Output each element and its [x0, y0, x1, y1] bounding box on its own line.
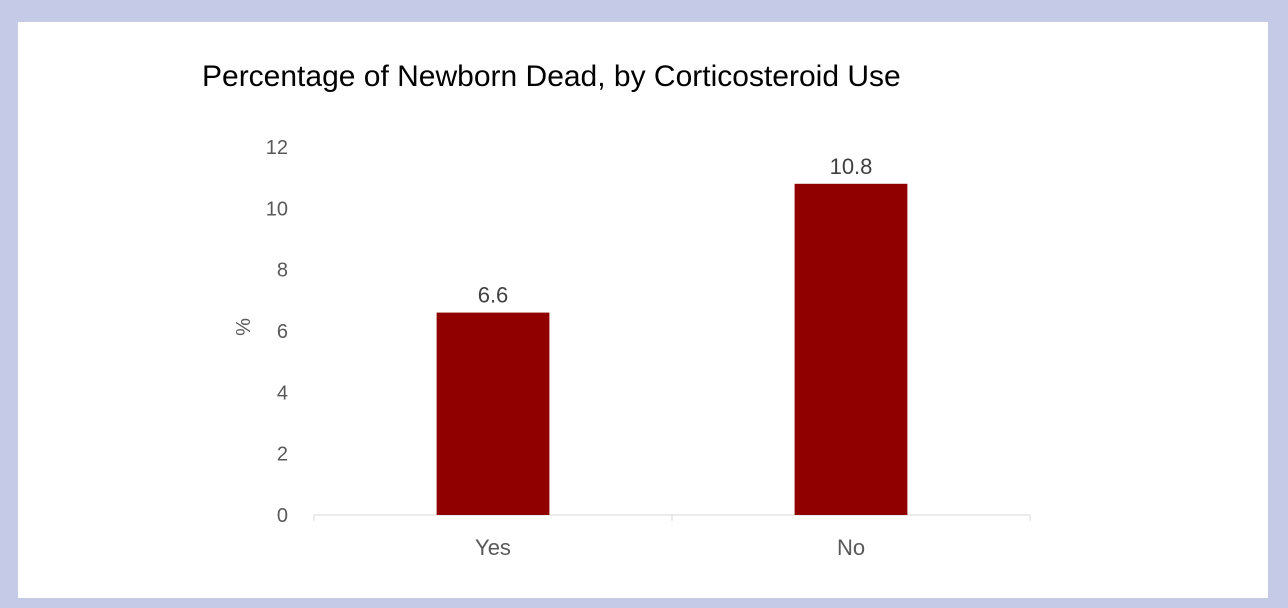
x-tick-label-yes: Yes — [475, 535, 511, 560]
data-label-yes: 6.6 — [478, 283, 509, 308]
chart-frame: Percentage of Newborn Dead, by Corticost… — [18, 22, 1268, 598]
y-tick-label: 6 — [277, 321, 288, 343]
chart-title: Percentage of Newborn Dead, by Corticost… — [202, 60, 901, 93]
y-tick-label: 10 — [266, 198, 288, 220]
bar-yes — [436, 312, 550, 515]
bar-no — [794, 183, 908, 516]
bar-chart: 0 2 4 6 8 10 12% 6.6 Yes 10.8 No — [233, 137, 1031, 560]
x-tick-label-no: No — [837, 535, 865, 560]
y-tick-label: 2 — [277, 444, 288, 466]
y-tick-label: 0 — [277, 505, 288, 527]
y-tick-label: 4 — [277, 382, 288, 404]
y-tick-label: 12 — [266, 137, 288, 159]
y-axis-label: % — [233, 318, 255, 336]
y-tick-label: 8 — [277, 260, 288, 282]
data-label-no: 10.8 — [830, 154, 873, 179]
